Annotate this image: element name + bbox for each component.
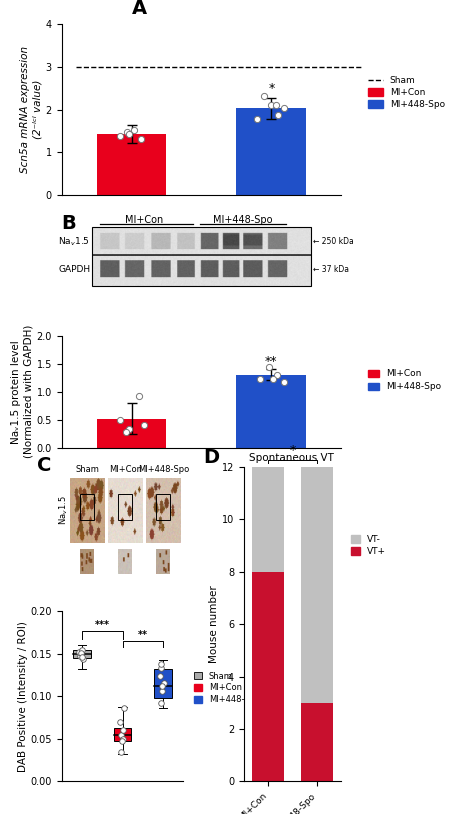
Point: [116, 716, 124, 729]
Text: ← 37 kDa: ← 37 kDa: [313, 265, 349, 274]
Point: [158, 685, 166, 698]
Text: C: C: [37, 456, 52, 475]
Point: [80, 653, 87, 666]
Point: [157, 697, 164, 710]
Bar: [92, 227, 311, 287]
Point: [140, 419, 148, 432]
Y-axis label: Mouse number: Mouse number: [209, 585, 219, 663]
Point: [280, 375, 288, 388]
Point: [78, 643, 85, 656]
Bar: [97, 418, 166, 448]
Legend: MI+Con, MI+448-Spo: MI+Con, MI+448-Spo: [368, 370, 441, 392]
Bar: [252, 467, 284, 571]
Point: [267, 98, 275, 112]
Point: [120, 702, 128, 715]
Bar: [97, 134, 166, 195]
Point: [124, 125, 131, 138]
Text: MI+Con: MI+Con: [109, 465, 142, 474]
Bar: [301, 702, 333, 781]
Text: MI+Con: MI+Con: [125, 215, 163, 225]
Point: [117, 414, 124, 427]
Point: [125, 127, 133, 140]
Point: [78, 646, 85, 659]
Legend: Sham, MI+Con, MI+448-Spo: Sham, MI+Con, MI+448-Spo: [194, 672, 260, 704]
Text: *: *: [268, 82, 274, 95]
Y-axis label: DAB Positive (Intensity / ROI): DAB Positive (Intensity / ROI): [18, 621, 27, 772]
Text: Sham: Sham: [75, 465, 99, 474]
Text: ***: ***: [95, 620, 110, 630]
Point: [75, 646, 83, 659]
Point: [76, 649, 84, 662]
Text: ← 250 kDa: ← 250 kDa: [313, 237, 354, 246]
Bar: [154, 669, 172, 698]
Bar: [156, 494, 170, 520]
Point: [269, 373, 276, 386]
Y-axis label: Scn5a mRNA expression
(2⁻ᴵᶜᴵ value): Scn5a mRNA expression (2⁻ᴵᶜᴵ value): [20, 46, 43, 173]
Point: [117, 729, 125, 742]
Point: [256, 373, 264, 386]
Point: [119, 724, 127, 737]
Text: Na$_v$1.5: Na$_v$1.5: [58, 235, 90, 247]
Point: [161, 676, 168, 689]
Point: [274, 108, 282, 121]
Point: [118, 734, 126, 747]
Bar: [237, 108, 306, 195]
Point: [273, 368, 281, 381]
Point: [156, 670, 164, 683]
Text: MI+448-Spo: MI+448-Spo: [138, 465, 189, 474]
Bar: [81, 494, 94, 520]
Point: [158, 661, 165, 674]
Point: [280, 101, 288, 114]
Point: [130, 124, 138, 137]
Point: [125, 422, 133, 435]
Point: [117, 129, 124, 142]
Point: [122, 426, 130, 439]
Legend: Sham, MI+Con, MI+448-Spo: Sham, MI+Con, MI+448-Spo: [368, 76, 445, 109]
Bar: [252, 571, 284, 781]
Bar: [114, 728, 131, 741]
Point: [135, 390, 142, 403]
Point: [158, 680, 166, 693]
Text: GAPDH: GAPDH: [58, 265, 90, 274]
Text: B: B: [62, 214, 76, 234]
Y-axis label: Naᵥ1.5 protein level
(Normalized with GAPDH): Naᵥ1.5 protein level (Normalized with GA…: [11, 325, 34, 458]
Point: [117, 745, 125, 758]
Point: [265, 361, 273, 374]
Point: [261, 90, 268, 103]
Point: [78, 650, 86, 663]
Bar: [118, 494, 132, 520]
Point: [254, 112, 261, 125]
Text: Na$_v$1.5: Na$_v$1.5: [57, 495, 70, 525]
Point: [272, 99, 279, 112]
Text: D: D: [203, 449, 219, 467]
Text: A: A: [132, 0, 147, 18]
Text: **: **: [265, 355, 278, 368]
Text: MI+448-Spo: MI+448-Spo: [213, 215, 273, 225]
Text: Spontaneous VT: Spontaneous VT: [249, 453, 334, 463]
Bar: [301, 467, 333, 702]
Point: [157, 658, 164, 671]
Text: **: **: [138, 630, 148, 641]
Bar: [73, 650, 91, 659]
Point: [119, 733, 127, 746]
Bar: [237, 374, 306, 448]
Point: [137, 132, 145, 145]
Legend: VT-, VT+: VT-, VT+: [351, 535, 386, 556]
Text: *: *: [290, 444, 296, 457]
